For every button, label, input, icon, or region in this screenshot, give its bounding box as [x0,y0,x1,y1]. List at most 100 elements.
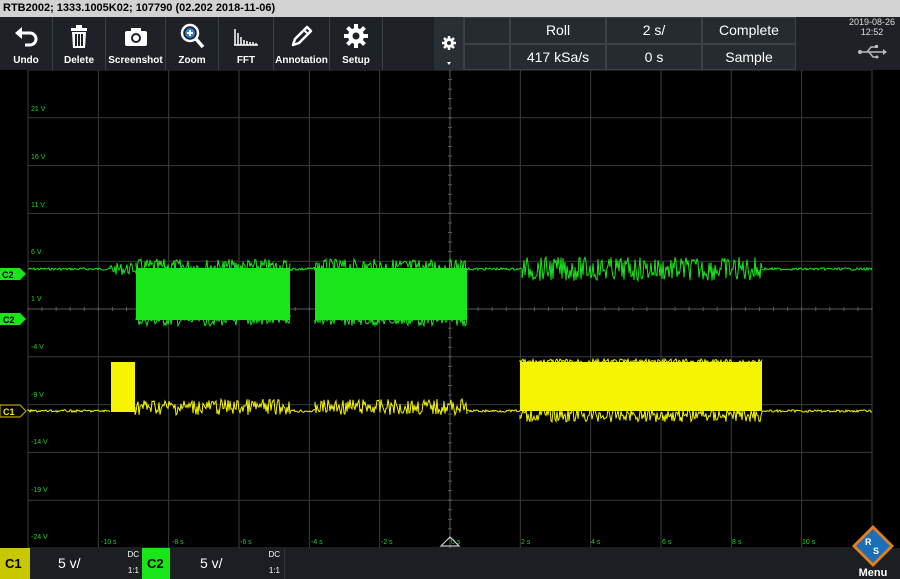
c2-scale[interactable]: 5 v/ [200,555,223,571]
c2-trigger-level-marker[interactable]: C2 [0,268,26,280]
camera-icon [124,28,147,46]
c2-trace-idle-right [761,266,873,272]
date-text: 2019-08-26 [848,17,896,27]
x-tick-label: -10 s [101,539,117,546]
c2-burst-2-bottom [314,312,468,328]
delete-label: Delete [63,55,94,66]
c1-pulse-1 [111,362,135,412]
c1-burst-3 [520,362,762,411]
small-gear-icon [442,36,456,65]
c1-coupling: DC [127,550,139,559]
svg-text:R: R [865,537,872,547]
timebase-field[interactable]: 2 s/ [606,17,702,44]
c2-ground-marker[interactable]: C2 [0,313,26,325]
time-text: 12:52 [860,27,884,37]
c1-burst-2-noise [314,397,468,417]
y-tick-label: 6 V [31,249,42,256]
x-tick-label: -4 s [311,539,323,546]
c1-trace-idle-right [761,408,873,414]
annotation-label: Annotation [275,55,328,66]
c2-top-marker-label: C2 [2,270,14,280]
menu-label: Menu [858,567,888,579]
trigger-position-field[interactable]: 0 s [606,44,702,70]
acquisition-status-panel: Roll 2 s/ Complete 417 kSa/s 0 s Sample [464,17,844,70]
x-tick-label: -6 s [240,539,252,546]
gear-icon [344,24,368,48]
x-tick-label: 2 s [521,539,531,546]
c2-channel-tab[interactable]: C2 [142,548,170,579]
y-tick-label: 21 V [31,106,46,113]
c2-ref-marker-label: C2 [3,315,15,325]
datetime-display: 2019-08-26 12:52 [844,17,900,70]
toolbar: Undo Delete Screenshot Zoom [0,17,900,70]
c2-trace-gap [289,266,316,272]
zoom-icon [180,23,205,49]
x-tick-label: -2 s [381,539,393,546]
undo-icon [15,27,38,47]
acquisition-state-field[interactable]: Complete [702,17,796,44]
c2-burst-1 [136,268,290,320]
sample-rate-field[interactable]: 417 kSa/s [510,44,606,70]
c1-probe-ratio: 1:1 [127,566,139,575]
usb-icon [858,45,887,59]
fft-icon [234,29,258,46]
screenshot-button[interactable]: Screenshot [106,17,166,70]
status-blank-1 [464,17,510,44]
y-tick-label: 11 V [31,202,45,209]
screenshot-label: Screenshot [108,55,163,66]
y-tick-label: 16 V [31,154,46,161]
quick-settings-button[interactable] [434,17,464,70]
c2-trace-idle-left [27,267,111,272]
zoom-button[interactable]: Zoom [166,17,219,70]
fft-label: FFT [236,55,256,66]
rs-logo-icon: R S [852,525,894,567]
c2-coupling: DC [268,550,280,559]
x-tick-label: 8 s [732,539,742,546]
c1-marker-label: C1 [3,407,15,417]
c1-burst-3-bottom [519,406,763,424]
title-bar: RTB2002; 1333.1005K02; 107790 (02.202 20… [0,0,900,17]
y-tick-label: -24 V [31,534,48,541]
y-tick-label: -9 V [31,392,44,399]
c2-burst-1-bottom [135,312,291,328]
c1-burst-3-top [519,357,763,367]
c1-channel-tab[interactable]: C1 [0,548,30,579]
mode-field[interactable]: Roll [510,17,606,44]
x-tick-label: 6 s [662,539,672,546]
x-tick-label: -8 s [172,539,184,546]
waveform-display[interactable]: 21 V 16 V 11 V 6 V 1 V -4 V -9 V -14 V -19 V -24 … [0,69,900,549]
c2-trace-noise-1 [109,262,137,276]
svg-text:S: S [873,546,879,556]
c1-ground-marker[interactable]: C1 [0,404,27,418]
acquisition-mode-field[interactable]: Sample [702,44,796,70]
c1-scale[interactable]: 5 v/ [58,555,81,571]
c1-burst-1-noise [134,397,291,416]
c1-trace-idle-mid [466,408,521,413]
traces [27,255,873,424]
pencil-icon [291,25,312,47]
setup-label: Setup [342,55,370,66]
setup-button[interactable]: Setup [330,17,383,70]
x-tick-label: 4 s [591,539,601,546]
fft-button[interactable]: FFT [219,17,274,70]
undo-button[interactable]: Undo [0,17,53,70]
channel-bar: C1 5 v/ DC 1:1 C2 5 v/ DC 1:1 [0,548,900,579]
y-tick-label: 1 V [31,296,42,303]
waveform-svg: 21 V 16 V 11 V 6 V 1 V -4 V -9 V -14 V -19 V -24 … [0,69,873,549]
c2-burst-2-top [314,257,468,277]
empty-channel-slot [284,548,847,579]
annotation-button[interactable]: Annotation [274,17,330,70]
c1-trace-idle-left [27,408,111,414]
trigger-position-marker[interactable] [439,536,461,547]
menu-button[interactable]: R S Menu [846,523,900,579]
y-tick-label: -4 V [31,344,44,351]
trash-icon [71,25,87,48]
y-axis-labels: 21 V 16 V 11 V 6 V 1 V -4 V -9 V -14 V -19 V -24 … [31,106,48,541]
zoom-label: Zoom [178,55,206,66]
delete-button[interactable]: Delete [53,17,106,70]
c2-burst-3-noise [521,255,763,283]
c2-burst-1-top [135,258,291,277]
c2-probe-ratio: 1:1 [268,566,280,575]
undo-label: Undo [13,55,39,66]
x-tick-label: 10 s [802,539,816,546]
